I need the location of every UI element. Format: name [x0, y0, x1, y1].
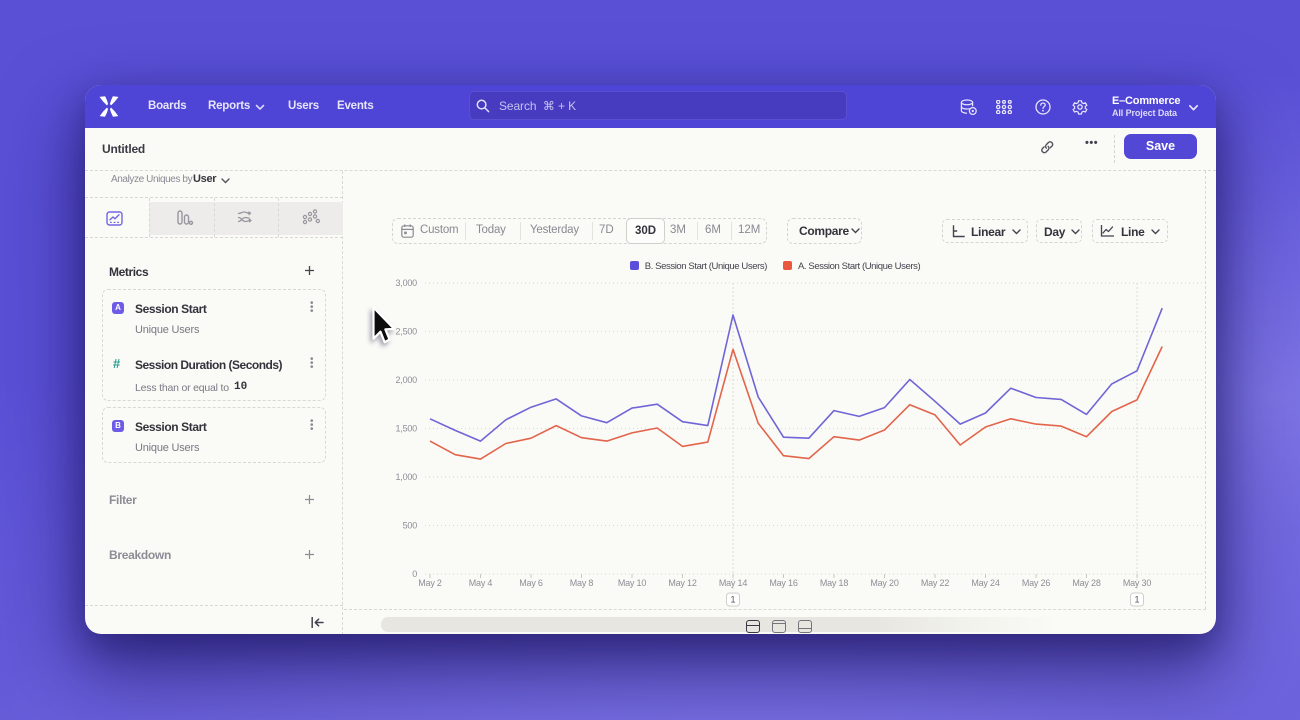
- svg-text:May 28: May 28: [1072, 578, 1101, 588]
- svg-text:2,000: 2,000: [395, 375, 417, 385]
- svg-text:May 22: May 22: [921, 578, 950, 588]
- svg-text:1,000: 1,000: [395, 472, 417, 482]
- svg-text:May 8: May 8: [570, 578, 594, 588]
- svg-text:May 10: May 10: [618, 578, 647, 588]
- svg-text:1: 1: [730, 595, 735, 605]
- svg-text:500: 500: [403, 521, 418, 531]
- svg-text:May 16: May 16: [769, 578, 798, 588]
- svg-text:May 12: May 12: [668, 578, 697, 588]
- svg-text:May 4: May 4: [469, 578, 493, 588]
- svg-text:May 2: May 2: [418, 578, 442, 588]
- svg-text:3,000: 3,000: [395, 278, 417, 288]
- svg-text:May 14: May 14: [719, 578, 748, 588]
- svg-text:1,500: 1,500: [395, 424, 417, 434]
- svg-text:May 30: May 30: [1123, 578, 1152, 588]
- svg-text:May 26: May 26: [1022, 578, 1051, 588]
- svg-text:May 6: May 6: [519, 578, 543, 588]
- svg-text:May 24: May 24: [971, 578, 1000, 588]
- svg-text:May 20: May 20: [870, 578, 899, 588]
- svg-text:1: 1: [1134, 595, 1139, 605]
- svg-text:2,500: 2,500: [395, 327, 417, 337]
- svg-text:0: 0: [412, 569, 417, 579]
- svg-text:May 18: May 18: [820, 578, 849, 588]
